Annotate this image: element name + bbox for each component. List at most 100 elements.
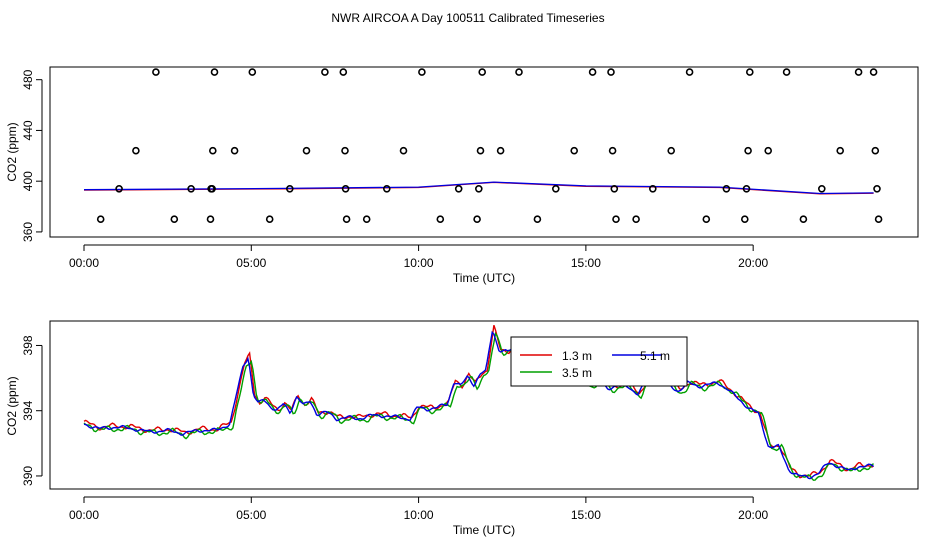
calibration-point — [96, 215, 105, 223]
calibration-point — [399, 146, 408, 155]
top-series-line-blue — [83, 181, 874, 195]
calibration-point — [362, 215, 371, 223]
top-series — [83, 181, 874, 195]
top-x-tick-label: 15:00 — [571, 256, 601, 270]
calibration-point — [745, 68, 754, 76]
top-x-tick-label: 20:00 — [738, 256, 768, 270]
top-x-axis-label: Time (UTC) — [453, 271, 515, 285]
calibration-point — [874, 215, 883, 223]
calibration-point — [742, 185, 751, 193]
calibration-point — [210, 68, 219, 76]
bottom-ticks: 00:00 05:00 10:00 15:00 20:00 390 394 398 — [21, 335, 769, 522]
calibration-point — [230, 146, 239, 155]
calibration-point — [799, 215, 808, 223]
calibration-point — [685, 68, 694, 76]
calibration-point — [854, 68, 863, 76]
calibration-point — [608, 146, 617, 155]
bottom-y-tick-label: 398 — [21, 335, 35, 355]
calibration-point — [302, 146, 311, 155]
calibration-point — [132, 146, 140, 155]
calibration-point — [744, 146, 752, 155]
calibration-point — [209, 146, 217, 155]
bottom-x-tick-label: 15:00 — [571, 508, 601, 522]
calibration-point — [418, 68, 426, 76]
calibration-point — [339, 68, 348, 76]
calibration-point — [248, 68, 257, 76]
calibration-point — [265, 215, 274, 223]
calibration-point — [206, 215, 215, 223]
calibration-point — [285, 185, 294, 193]
calibration-point — [515, 68, 523, 76]
calibration-point — [496, 146, 505, 155]
top-ticks: 00:00 05:00 10:00 15:00 20:00 360 400 440 480 — [21, 69, 769, 270]
calibration-point — [478, 68, 487, 76]
bottom-y-tick-label: 390 — [21, 466, 35, 486]
bottom-y-axis-label: CO2 (ppm) — [5, 376, 19, 435]
calibration-point — [612, 215, 620, 223]
top-y-tick-label: 360 — [21, 222, 35, 242]
calibration-point — [382, 185, 391, 193]
calibration-point — [474, 185, 483, 193]
calibration-point — [533, 215, 542, 223]
bottom-series — [83, 324, 874, 481]
calibration-point — [702, 215, 711, 223]
calibration-point — [610, 185, 619, 193]
calibration-point — [341, 185, 350, 193]
calibration-point — [740, 215, 749, 223]
top-y-tick-label: 400 — [21, 171, 35, 191]
calibration-point — [551, 185, 560, 193]
calibration-point — [648, 185, 657, 193]
legend: 1.3 m 5.1 m 3.5 m — [510, 336, 688, 387]
calibration-point — [115, 185, 123, 193]
calibration-point — [836, 146, 845, 155]
calibration-point — [473, 215, 481, 223]
calibration-point — [871, 146, 880, 155]
calibration-point — [436, 215, 445, 223]
calibration-point — [817, 185, 826, 193]
calibration-point — [570, 146, 579, 155]
calibration-point — [321, 68, 329, 76]
calibration-point — [869, 68, 878, 76]
calibration-point — [607, 68, 615, 76]
top-panel: 00:00 05:00 10:00 15:00 20:00 360 400 440 480 Ti… — [5, 66, 919, 285]
bottom-x-tick-label: 10:00 — [404, 508, 434, 522]
bottom-panel: 00:00 05:00 10:00 15:00 20:00 390 394 398 Time … — [5, 320, 919, 537]
calibration-point — [667, 146, 676, 155]
calibration-point — [454, 185, 463, 193]
calibration-point — [476, 146, 485, 155]
calibration-point — [873, 185, 881, 193]
top-calibration-points — [96, 68, 883, 223]
calibration-point — [170, 215, 179, 223]
top-x-tick-label: 00:00 — [69, 256, 99, 270]
bottom-x-tick-label: 00:00 — [69, 508, 99, 522]
calibration-point — [722, 185, 731, 193]
bottom-series-line-3-5-m — [83, 331, 874, 481]
top-x-tick-label: 05:00 — [236, 256, 266, 270]
top-y-tick-label: 480 — [21, 69, 35, 89]
bottom-series-line-5-1-m — [83, 330, 874, 480]
bottom-x-tick-label: 05:00 — [236, 508, 266, 522]
calibration-point — [187, 185, 195, 193]
legend-label-5-1m: 5.1 m — [640, 349, 670, 363]
top-x-tick-label: 10:00 — [404, 256, 434, 270]
bottom-x-tick-label: 20:00 — [738, 508, 768, 522]
bottom-plot-frame — [49, 320, 919, 490]
legend-box — [510, 336, 688, 387]
top-y-tick-label: 440 — [21, 120, 35, 140]
legend-label-3-5m: 3.5 m — [562, 366, 592, 380]
calibration-point — [152, 68, 160, 76]
calibration-point — [588, 68, 597, 76]
calibration-point — [342, 215, 351, 223]
top-plot-frame — [49, 66, 919, 238]
calibration-point — [632, 215, 640, 223]
bottom-x-axis-label: Time (UTC) — [453, 523, 515, 537]
chart-title: NWR AIRCOA A Day 100511 Calibrated Times… — [331, 11, 604, 25]
calibration-point — [782, 68, 791, 76]
calibration-point — [764, 146, 773, 155]
top-y-axis-label: CO2 (ppm) — [5, 122, 19, 181]
calibration-point — [341, 146, 349, 155]
bottom-y-tick-label: 394 — [21, 400, 35, 420]
bottom-series-line-1-3-m — [83, 324, 874, 479]
calibration-point — [208, 185, 216, 193]
